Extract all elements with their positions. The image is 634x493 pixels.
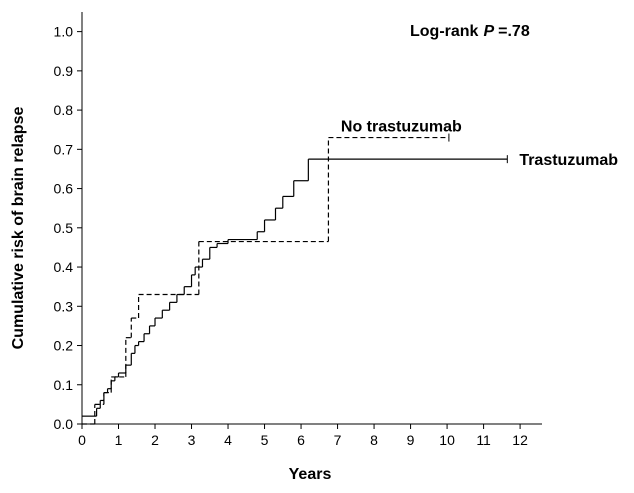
annotation: Log-rank P =.78	[410, 23, 530, 40]
y-tick-label: 0.5	[54, 220, 74, 236]
x-tick-label: 8	[370, 432, 378, 448]
series-label: No trastuzumab	[341, 119, 462, 136]
y-tick-label: 0.0	[54, 416, 74, 432]
y-tick-label: 0.6	[54, 181, 74, 197]
annotation-text: =.78	[498, 23, 530, 40]
x-tick-label: 12	[512, 432, 528, 448]
y-tick-label: 0.3	[54, 298, 74, 314]
x-axis-label: Years	[289, 466, 332, 483]
annotation-italic: P	[483, 23, 494, 40]
y-tick-label: 0.9	[54, 63, 74, 79]
x-tick-label: 3	[188, 432, 196, 448]
x-tick-label: 5	[261, 432, 269, 448]
x-tick-label: 1	[115, 432, 123, 448]
x-tick-label: 10	[439, 432, 455, 448]
y-tick-label: 0.2	[54, 338, 74, 354]
x-tick-label: 0	[78, 432, 86, 448]
y-tick-label: 0.7	[54, 141, 74, 157]
y-axis-label: Cumulative risk of brain relapse	[10, 107, 27, 350]
x-tick-label: 6	[297, 432, 305, 448]
y-tick-label: 0.4	[54, 259, 74, 275]
x-tick-label: 9	[407, 432, 415, 448]
annotation-text: Log-rank	[410, 23, 479, 40]
x-tick-label: 2	[151, 432, 159, 448]
x-tick-label: 4	[224, 432, 232, 448]
x-tick-label: 11	[476, 432, 491, 448]
y-tick-label: 1.0	[54, 24, 74, 40]
series-label: Trastuzumab	[519, 152, 618, 169]
x-tick-label: 7	[334, 432, 342, 448]
y-tick-label: 0.8	[54, 102, 74, 118]
y-tick-label: 0.1	[54, 377, 74, 393]
